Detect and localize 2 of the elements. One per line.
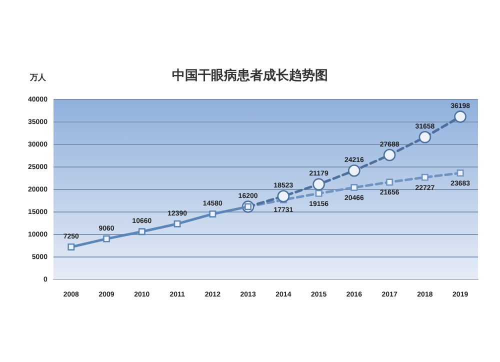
chart-title: 中国干眼病患者成长趋势图 <box>172 67 328 82</box>
y-axis-title: 万人 <box>29 73 47 82</box>
